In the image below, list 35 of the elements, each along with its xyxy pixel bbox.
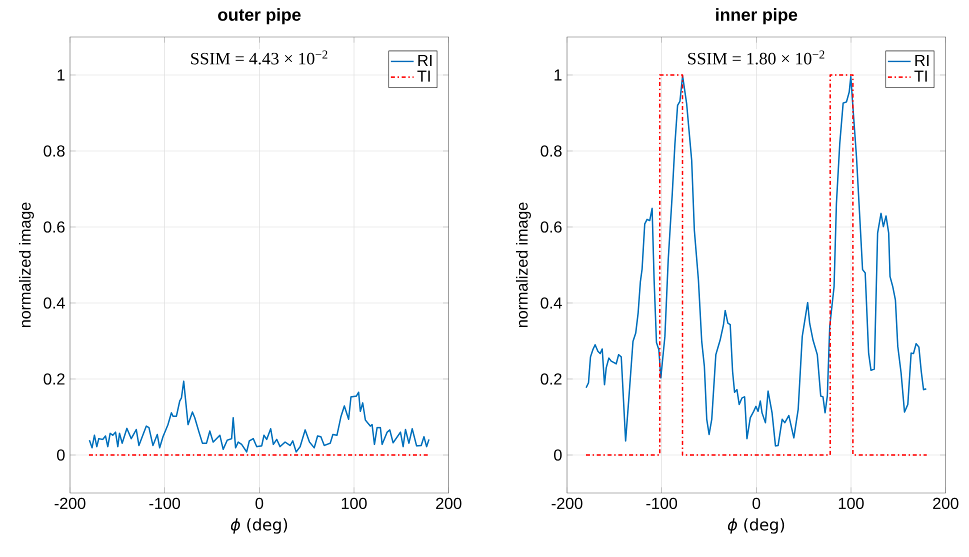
x-tick-label: -100 [149, 498, 180, 510]
y-tick-label: 0 [57, 449, 65, 461]
chart-title: outer pipe [218, 8, 301, 24]
y-tick-label: 0.4 [44, 297, 65, 309]
legend-label: TI [914, 70, 927, 82]
annotation: SSIM = 4.43 × 10$^{−2}$ [191, 50, 328, 65]
x-tick-label: 0 [752, 498, 760, 510]
y-tick-label: 1 [58, 70, 65, 80]
y-tick-label: 0.6 [540, 221, 562, 233]
x-tick-label: 100 [342, 498, 367, 510]
legend-label: TI [417, 70, 430, 82]
x-tick-label: -200 [54, 498, 86, 510]
x-axis-title: ϕ (deg) [230, 518, 288, 534]
x-axis-title: ϕ (deg) [728, 518, 784, 534]
y-axis-title: normalized image [18, 202, 34, 328]
line-series [88, 380, 430, 453]
legend-label: RI [418, 54, 432, 66]
y-tick-label: 0.6 [44, 221, 65, 233]
legend-label: RI [915, 54, 929, 66]
x-tick-label: 200 [436, 498, 462, 510]
y-tick-label: 0.4 [540, 297, 562, 309]
x-tick-label: -100 [646, 498, 678, 510]
annotation: SSIM = 1.80 × 10$^{−2}$ [688, 50, 824, 65]
y-tick-label: 0.8 [44, 145, 65, 157]
x-tick-label: 0 [256, 498, 264, 510]
x-tick-label: 100 [838, 498, 864, 510]
y-tick-label: 0 [554, 449, 562, 461]
y-tick-label: 0.2 [540, 373, 562, 385]
y-tick-label: 0.2 [44, 373, 64, 385]
x-tick-label: -200 [552, 498, 582, 510]
y-tick-label: 1 [554, 70, 562, 80]
y-tick-label: 0.8 [540, 145, 562, 157]
chart-title: inner pipe [716, 8, 798, 24]
x-tick-label: 200 [933, 498, 958, 510]
y-axis-title: normalized image [516, 202, 531, 328]
